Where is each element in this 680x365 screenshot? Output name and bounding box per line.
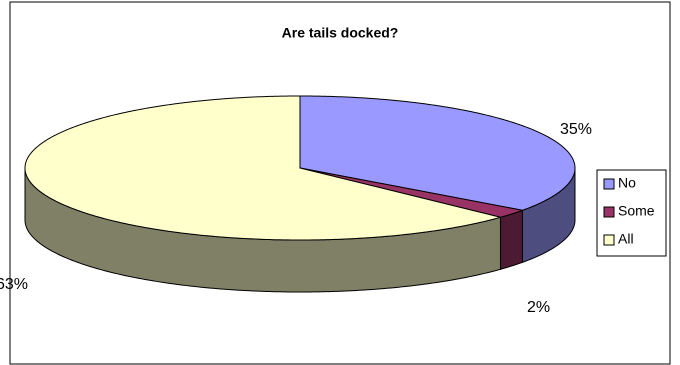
legend-swatch xyxy=(603,206,615,218)
legend-label: Some xyxy=(618,203,655,219)
legend-label: No xyxy=(618,175,636,191)
chart-title: Are tails docked? xyxy=(282,25,399,41)
slice xyxy=(24,95,503,241)
data-label: 63% xyxy=(0,276,28,293)
legend-label: All xyxy=(618,231,634,247)
slice xyxy=(299,95,576,211)
slice xyxy=(299,167,525,218)
data-label: 2% xyxy=(527,299,550,316)
pie xyxy=(24,95,576,293)
data-label: 35% xyxy=(560,121,592,138)
legend-swatch xyxy=(603,234,615,246)
legend-swatch xyxy=(603,178,615,190)
slice-side xyxy=(499,209,523,270)
